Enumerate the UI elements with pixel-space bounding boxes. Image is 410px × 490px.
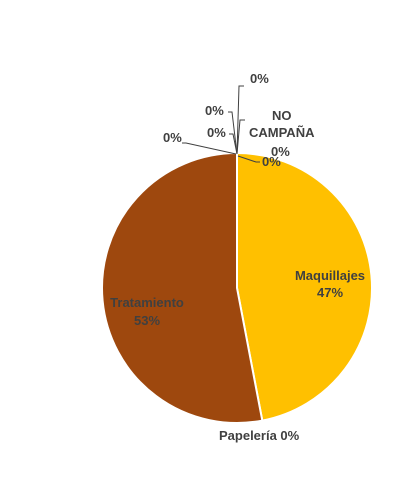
leader-line-mid-left (229, 133, 238, 155)
tratamiento-pct: 53% (134, 313, 160, 328)
zero-label-left: 0% (163, 130, 182, 145)
leader-lines (182, 85, 260, 163)
leader-line-top (236, 85, 244, 155)
maquillajes-label: Maquillajes (295, 268, 365, 283)
tratamiento-label: Tratamiento (110, 295, 184, 310)
leader-line-right (237, 155, 260, 163)
pie-slices (101, 151, 373, 424)
no-campana-label-line2: CAMPAÑA (249, 125, 315, 140)
leader-line-no-campana (236, 119, 245, 155)
zero-label-right: 0% (262, 154, 281, 169)
no-campana-pct: 0% (271, 144, 290, 159)
maquillajes-pct: 47% (317, 285, 343, 300)
leader-line-left (182, 142, 237, 155)
zero-label-upper-left: 0% (205, 103, 224, 118)
papeleria-label: Papelería 0% (219, 428, 300, 443)
no-campana-label-line1: NO (272, 108, 292, 123)
zero-label-mid-left: 0% (207, 125, 226, 140)
pie-slice-maquillajes (236, 151, 373, 422)
leader-line-upper-left (228, 111, 238, 155)
pie-slice-tratamiento (101, 151, 264, 424)
zero-label-top: 0% (250, 71, 269, 86)
